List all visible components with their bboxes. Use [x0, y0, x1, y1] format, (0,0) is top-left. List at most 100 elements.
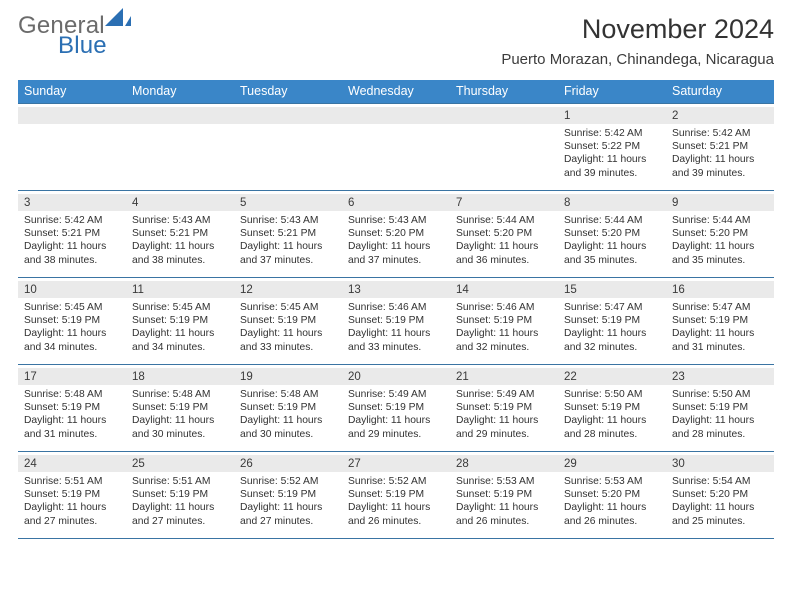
sunset-line: Sunset: 5:19 PM [672, 401, 768, 414]
day-header: Saturday [666, 80, 774, 103]
calendar-day: 16Sunrise: 5:47 AMSunset: 5:19 PMDayligh… [666, 278, 774, 364]
day-facts: Sunrise: 5:48 AMSunset: 5:19 PMDaylight:… [132, 388, 228, 441]
sunrise-line: Sunrise: 5:43 AM [240, 214, 336, 227]
calendar-day: 8 Sunrise: 5:44 AMSunset: 5:20 PMDaylight… [558, 191, 666, 277]
calendar-day-empty [342, 104, 450, 190]
calendar-day: 2Sunrise: 5:42 AMSunset: 5:21 PMDaylight… [666, 104, 774, 190]
day-number-bar: 12 [234, 281, 342, 298]
calendar: SundayMondayTuesdayWednesdayThursdayFrid… [18, 80, 774, 539]
calendar-day: 15Sunrise: 5:47 AMSunset: 5:19 PMDayligh… [558, 278, 666, 364]
sunrise-line: Sunrise: 5:53 AM [564, 475, 660, 488]
day-number: 27 [348, 458, 361, 470]
calendar-weeks: 1 Sunrise: 5:42 AM Sunset: 5:22 PM Daylight… [18, 103, 774, 539]
daylight-line: Daylight: 11 hours and 25 minutes. [672, 501, 768, 527]
page-title: November 2024 [501, 14, 774, 45]
calendar-week: 1Sunrise: 5:42 AMSunset: 5:22 PMDaylight… [18, 103, 774, 190]
day-number-bar: 20 [342, 368, 450, 385]
calendar-day: 14Sunrise: 5:46 AMSunset: 5:19 PMDayligh… [450, 278, 558, 364]
day-number: 18 [132, 371, 145, 383]
sunrise-line: Sunrise: 5:45 AM [132, 301, 228, 314]
daylight-line: Daylight: 11 hours and 35 minutes. [564, 240, 660, 266]
day-number-bar: 2 [666, 107, 774, 124]
day-number-bar: 8 [558, 194, 666, 211]
day-facts: Sunrise: 5:53 AMSunset: 5:20 PMDaylight:… [564, 475, 660, 528]
sunset-line: Sunset: 5:19 PM [456, 401, 552, 414]
sunset-line: Sunset: 5:19 PM [564, 314, 660, 327]
daylight-line: Daylight: 11 hours and 35 minutes. [672, 240, 768, 266]
day-facts: Sunrise: 5:52 AMSunset: 5:19 PMDaylight:… [240, 475, 336, 528]
sunset-line: Sunset: 5:19 PM [348, 401, 444, 414]
day-facts: Sunrise: 5:46 AMSunset: 5:19 PMDaylight:… [348, 301, 444, 354]
day-number-bar: 11 [126, 281, 234, 298]
sunset-line: Sunset: 5:19 PM [564, 401, 660, 414]
sunset-line: Sunset: 5:19 PM [240, 401, 336, 414]
sunrise-line: Sunrise: 5:48 AM [240, 388, 336, 401]
sunset-line: Sunset: 5:19 PM [132, 488, 228, 501]
sunset-line: Sunset: 5:22 PM [564, 140, 660, 153]
day-number-bar: 21 [450, 368, 558, 385]
sunrise-line: Sunrise: 5:50 AM [672, 388, 768, 401]
sunrise-line: Sunrise: 5:43 AM [132, 214, 228, 227]
calendar-day: 18 Sunrise: 5:48 AMSunset: 5:19 PMDayligh… [126, 365, 234, 451]
day-number-bar: 1 [558, 107, 666, 124]
day-facts: Sunrise: 5:54 AMSunset: 5:20 PMDaylight:… [672, 475, 768, 528]
page-subtitle: Puerto Morazan, Chinandega, Nicaragua [501, 51, 774, 68]
daylight-line: Daylight: 11 hours and 36 minutes. [456, 240, 552, 266]
calendar-day: 1Sunrise: 5:42 AMSunset: 5:22 PMDaylight… [558, 104, 666, 190]
sunrise-line: Sunrise: 5:42 AM [672, 127, 768, 140]
day-number: 24 [24, 458, 37, 470]
day-number: 23 [672, 371, 685, 383]
calendar-day: 17Sunrise: 5:48 AMSunset: 5:19 PMDayligh… [18, 365, 126, 451]
calendar-day: 24Sunrise: 5:51 AMSunset: 5:19 PMDayligh… [18, 452, 126, 538]
daylight-line: Daylight: 11 hours and 33 minutes. [240, 327, 336, 353]
logo-text: General Blue [18, 14, 105, 62]
sunset-line: Sunset: 5:19 PM [240, 488, 336, 501]
calendar-sheet: General Blue November 2024 Puerto Moraza… [0, 0, 792, 612]
day-number: 26 [240, 458, 253, 470]
day-number-bar [342, 107, 450, 124]
calendar-day: 20Sunrise: 5:49 AMSunset: 5:19 PMDayligh… [342, 365, 450, 451]
day-facts: Sunrise: 5:49 AMSunset: 5:19 PMDaylight:… [456, 388, 552, 441]
day-facts: Sunrise: 5:47 AMSunset: 5:19 PMDaylight:… [672, 301, 768, 354]
day-number-bar [18, 107, 126, 124]
day-number: 8 [564, 197, 570, 209]
sunrise-line: Sunrise: 5:52 AM [240, 475, 336, 488]
sunset-line: Sunset: 5:19 PM [240, 314, 336, 327]
calendar-week: 3Sunrise: 5:42 AMSunset: 5:21 PMDaylight… [18, 190, 774, 277]
calendar-week: 24 Sunrise: 5:51 AMSunset: 5:19 PMDayligh… [18, 451, 774, 539]
day-facts: Sunrise: 5:51 AMSunset: 5:19 PMDaylight:… [132, 475, 228, 528]
day-facts: Sunrise: 5:44 AMSunset: 5:20 PMDaylight:… [564, 214, 660, 267]
calendar-day: 19Sunrise: 5:48 AMSunset: 5:19 PMDayligh… [234, 365, 342, 451]
day-number-bar: 26 [234, 455, 342, 472]
day-facts: Sunrise: 5:43 AMSunset: 5:21 PMDaylight:… [240, 214, 336, 267]
sunset-line: Sunset: 5:21 PM [240, 227, 336, 240]
day-facts: Sunrise: 5:45 AMSunset: 5:19 PMDaylight:… [240, 301, 336, 354]
day-header: Thursday [450, 80, 558, 103]
daylight-line: Daylight: 11 hours and 26 minutes. [456, 501, 552, 527]
daylight-line: Daylight: 11 hours and 33 minutes. [348, 327, 444, 353]
daylight-line: Daylight: 11 hours and 27 minutes. [240, 501, 336, 527]
sunset-line: Sunset: 5:21 PM [672, 140, 768, 153]
calendar-day: 27 Sunrise: 5:52 AMSunset: 5:19 PMDayligh… [342, 452, 450, 538]
calendar-day: 5 Sunrise: 5:43 AMSunset: 5:21 PMDaylight… [234, 191, 342, 277]
day-header: Sunday [18, 80, 126, 103]
calendar-day-empty [18, 104, 126, 190]
calendar-day: 22Sunrise: 5:50 AMSunset: 5:19 PMDayligh… [558, 365, 666, 451]
sunrise-line: Sunrise: 5:54 AM [672, 475, 768, 488]
day-number: 21 [456, 371, 469, 383]
header-row: General Blue November 2024 Puerto Moraza… [18, 14, 774, 70]
sunrise-line: Sunrise: 5:44 AM [564, 214, 660, 227]
day-number: 13 [348, 284, 361, 296]
day-number-bar: 6 [342, 194, 450, 211]
calendar-day: 11Sunrise: 5:45 AMSunset: 5:19 PMDayligh… [126, 278, 234, 364]
day-number: 1 [564, 110, 570, 122]
sunrise-line: Sunrise: 5:45 AM [240, 301, 336, 314]
sunrise-line: Sunrise: 5:52 AM [348, 475, 444, 488]
day-facts: Sunrise: 5:52 AMSunset: 5:19 PMDaylight:… [348, 475, 444, 528]
sunrise-line: Sunrise: 5:43 AM [348, 214, 444, 227]
calendar-day: 28Sunrise: 5:53 AMSunset: 5:19 PMDayligh… [450, 452, 558, 538]
sunset-line: Sunset: 5:19 PM [348, 314, 444, 327]
day-number-bar: 5 [234, 194, 342, 211]
day-facts: Sunrise: 5:43 AMSunset: 5:21 PMDaylight:… [132, 214, 228, 267]
calendar-day-empty [126, 104, 234, 190]
